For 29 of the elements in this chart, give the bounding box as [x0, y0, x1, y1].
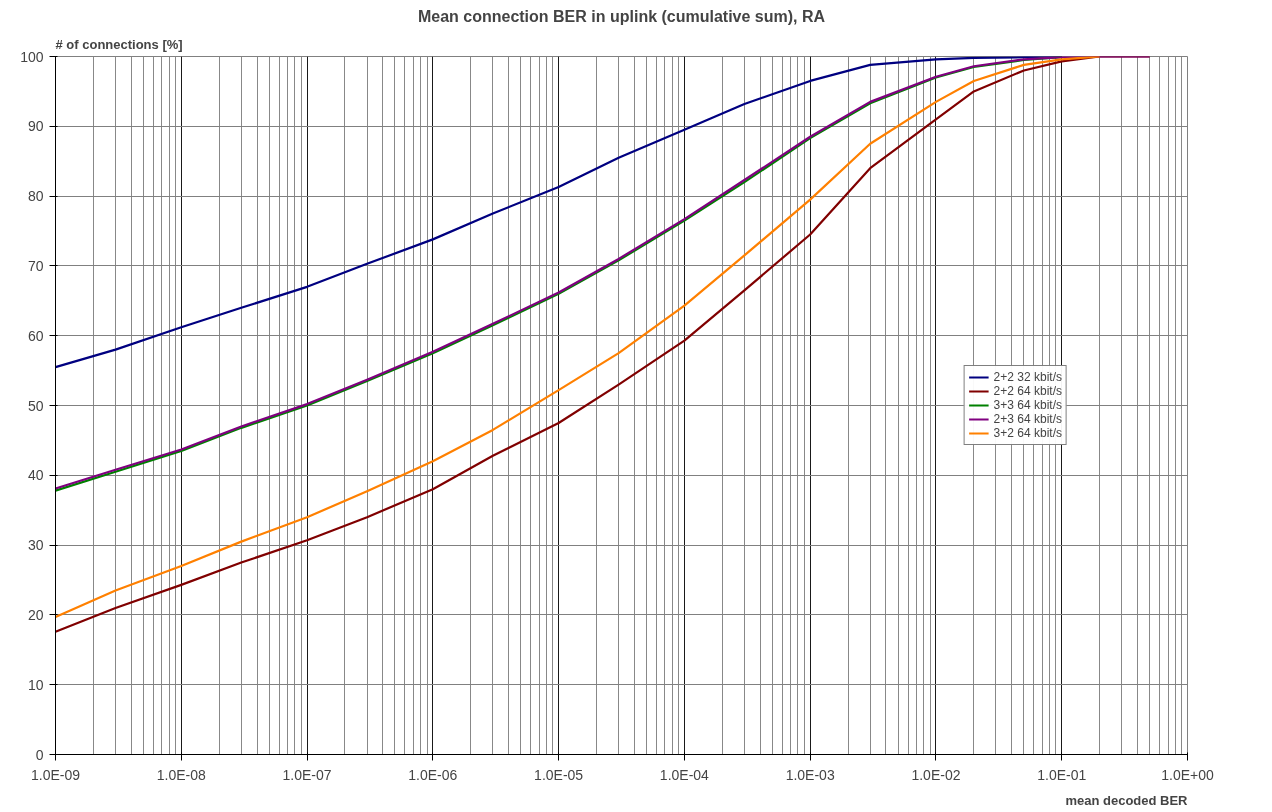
y-tick-label: 70	[27, 257, 44, 274]
y-tick-label: 80	[27, 188, 44, 205]
x-tick-label: 1.0E-06	[408, 766, 458, 783]
x-tick-label: 1.0E-08	[156, 766, 207, 783]
x-tick-label: 1.0E-01	[1037, 766, 1087, 783]
x-tick-label: 1.0E+00	[1161, 766, 1214, 783]
legend-label: 2+2 32 kbit/s	[993, 370, 1062, 384]
legend-label: 3+2 64 kbit/s	[993, 426, 1062, 440]
x-tick-label: 1.0E-07	[282, 766, 332, 783]
legend-label: 2+3 64 kbit/s	[993, 412, 1062, 426]
y-tick-label: 0	[35, 746, 44, 763]
x-tick-label: 1.0E-02	[911, 766, 961, 783]
y-tick-label: 10	[27, 676, 44, 693]
legend-label: 2+2 64 kbit/s	[993, 384, 1062, 398]
x-tick-label: 1.0E-03	[785, 766, 835, 783]
y-tick-label: 90	[27, 118, 44, 135]
x-tick-label: 1.0E-09	[30, 766, 81, 783]
y-tick-label: 60	[27, 327, 44, 344]
x-axis-title: mean decoded BER	[1065, 792, 1189, 808]
y-tick-label: 20	[27, 606, 44, 623]
x-tick-label: 1.0E-04	[659, 766, 710, 783]
y-tick-label: 50	[27, 397, 44, 414]
legend-label: 3+3 64 kbit/s	[993, 398, 1062, 412]
chart-title: Mean connection BER in uplink (cumulative sum), RA	[417, 7, 826, 25]
y-tick-label: 40	[27, 467, 44, 484]
x-tick-label: 1.0E-05	[534, 766, 584, 783]
y-tick-label: 30	[27, 537, 44, 554]
y-axis-title: # of connections [%]	[55, 36, 183, 52]
y-tick-label: 100	[20, 48, 44, 65]
